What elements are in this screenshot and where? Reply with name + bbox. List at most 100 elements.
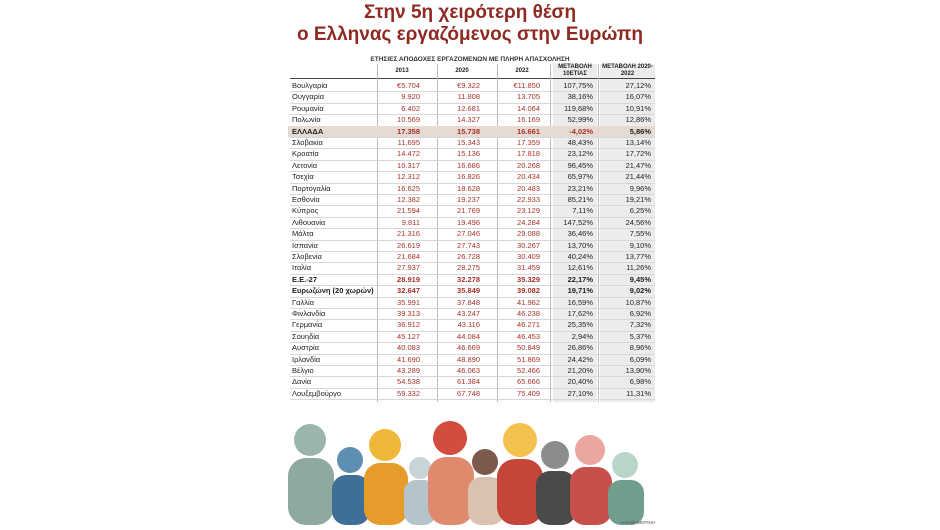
cell: 27.937 xyxy=(397,263,420,273)
cell: 50.849 xyxy=(517,343,540,353)
cell: 27,12% xyxy=(625,81,651,90)
cell: 6,98% xyxy=(629,377,651,387)
cell: 12,61% xyxy=(567,263,593,273)
cell: 19,21% xyxy=(625,195,651,204)
credit: Η ΚΑΘΗΜΕΡΙΝΗ xyxy=(620,520,655,525)
column-header: ΜΕΤΑΒΟΛΗ 10ΕΤΙΑΣ xyxy=(558,64,592,77)
cell: 16,07% xyxy=(625,92,651,102)
cell: 7,11% xyxy=(572,206,593,216)
cell: 32.647 xyxy=(397,286,420,296)
column-divider xyxy=(598,64,599,402)
cell: €5.704 xyxy=(397,81,420,90)
row-line xyxy=(290,296,655,298)
cell: 8,96% xyxy=(629,343,651,353)
people xyxy=(288,421,644,525)
row-label: Γαλλία xyxy=(292,297,314,307)
column-divider xyxy=(497,64,498,402)
cell: 16.625 xyxy=(397,183,420,193)
cell: 15.738 xyxy=(457,126,480,136)
cell: 13,14% xyxy=(625,138,651,147)
cell: 26,86% xyxy=(567,343,593,353)
row-label: Κροατία xyxy=(292,149,319,159)
cell: 107,75% xyxy=(563,81,593,90)
cell: 31.459 xyxy=(517,263,540,273)
title: ο Ελληνας εργαζόμενος στην Ευρώπη xyxy=(296,24,644,45)
cell: 28.275 xyxy=(457,263,480,273)
cell: 45.127 xyxy=(397,331,420,341)
row-label: Βέλγιο xyxy=(292,366,314,375)
cell: 17,72% xyxy=(625,149,651,159)
cell: 5,37% xyxy=(629,331,651,341)
cell: 39.313 xyxy=(397,309,420,318)
cell: 19.496 xyxy=(457,217,480,227)
row-label: Εσθονία xyxy=(292,195,320,204)
cell: 16.169 xyxy=(517,115,540,125)
row-line xyxy=(290,376,655,378)
highlight-row xyxy=(288,125,655,137)
cell: 23.129 xyxy=(517,206,540,216)
cell: 7,55% xyxy=(629,229,651,239)
cell: 12,86% xyxy=(625,115,651,125)
cell: 24,42% xyxy=(567,354,593,364)
cell: 12.681 xyxy=(457,103,480,113)
row-label: Ιρλανδία xyxy=(292,354,321,364)
cell: 23,12% xyxy=(567,149,593,159)
cell: -4,02% xyxy=(569,126,593,136)
cell: 36,46% xyxy=(567,229,593,239)
column-divider xyxy=(437,64,438,402)
row-label: Πολωνία xyxy=(292,115,321,125)
cell: 17.818 xyxy=(517,149,540,159)
column-header: ΜΕΤΑΒΟΛΗ 2020-2022 xyxy=(602,64,653,77)
row-line xyxy=(290,353,655,355)
cell: 11,26% xyxy=(626,263,651,273)
row-label: Πορτογαλία xyxy=(292,183,331,193)
row-label: Σλοβενία xyxy=(292,252,322,261)
cell: 11,31% xyxy=(626,388,651,398)
cell: 29.088 xyxy=(517,229,540,239)
cell: 51.869 xyxy=(517,354,540,364)
row-label: Λιθουανία xyxy=(292,217,326,227)
cell: 35.991 xyxy=(397,297,420,307)
cell: 10,87% xyxy=(625,297,651,307)
cell: 14.472 xyxy=(397,149,420,159)
row-line xyxy=(290,159,655,161)
cell: 37.848 xyxy=(457,297,480,307)
cell: 6,25% xyxy=(629,206,651,216)
row-label: Βουλγαρία xyxy=(292,81,328,90)
cell: 30.267 xyxy=(517,240,540,250)
cell: 54.538 xyxy=(397,377,420,387)
cell: 9.920 xyxy=(401,92,420,102)
row-label: Γερμανία xyxy=(292,320,323,330)
row-line xyxy=(290,365,655,366)
cell: 13.705 xyxy=(517,92,540,102)
cell: 14.064 xyxy=(517,103,540,113)
cell: 20,40% xyxy=(567,377,593,387)
cell: 46.453 xyxy=(517,331,540,341)
row-line xyxy=(290,330,655,332)
cell: 9.811 xyxy=(401,217,420,227)
cell: 65,97% xyxy=(567,172,593,182)
cell: 7,32% xyxy=(629,320,651,330)
cell: 17.358 xyxy=(397,126,420,136)
row-line xyxy=(290,216,655,218)
cell: 21.769 xyxy=(457,206,480,216)
cell: 13,77% xyxy=(625,252,651,261)
row-label: Ρουμανία xyxy=(292,103,324,113)
cell: 38,16% xyxy=(567,92,593,102)
cell: 12.312 xyxy=(397,172,420,182)
row-label: Μάλτα xyxy=(292,229,314,239)
cell: 6,92% xyxy=(629,309,651,318)
column-header: 2020 xyxy=(455,68,469,74)
cell: 17,62% xyxy=(567,309,593,318)
row-label: ΕΛΛΑΔΑ xyxy=(292,126,324,136)
row-line xyxy=(290,137,655,138)
row-label: Κύπρος xyxy=(292,206,319,216)
cell: 24,56% xyxy=(625,217,651,227)
cell: 65.666 xyxy=(517,377,540,387)
cell: 61.384 xyxy=(457,377,480,387)
cell: 30.409 xyxy=(517,252,540,261)
row-line xyxy=(290,171,655,173)
row-line xyxy=(290,148,655,150)
cell: 17.359 xyxy=(517,138,540,147)
column-header: 2022 xyxy=(515,68,529,74)
